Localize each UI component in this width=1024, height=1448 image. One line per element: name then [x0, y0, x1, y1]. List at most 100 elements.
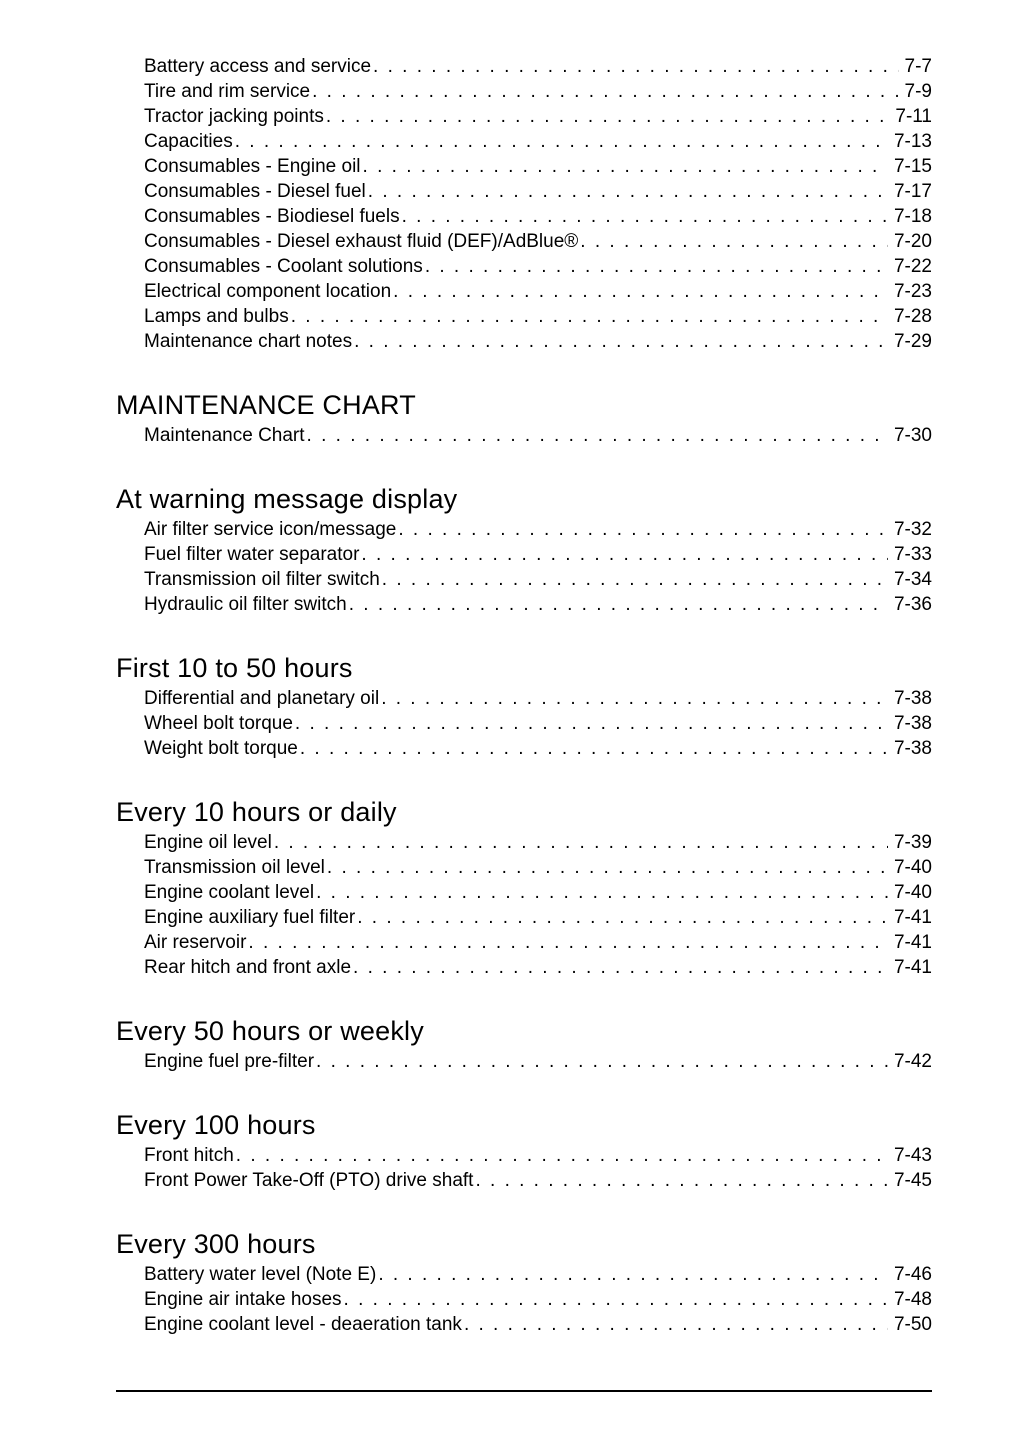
toc-entry: Transmission oil level7-40 [144, 855, 932, 880]
toc-entry: Battery water level (Note E) 7-46 [144, 1262, 932, 1287]
toc-entry-label: Transmission oil filter switch [144, 567, 380, 592]
toc-leader-dots [352, 329, 888, 354]
toc-leader-dots [314, 880, 888, 905]
toc-entry: Fuel filter water separator 7-33 [144, 542, 932, 567]
toc-entry: Consumables - Engine oil 7-15 [144, 154, 932, 179]
toc-entry-page: 7-29 [888, 329, 932, 354]
toc-entry-label: Tire and rim service [144, 79, 310, 104]
section-heading: First 10 to 50 hours [116, 653, 932, 684]
toc-entry-page: 7-13 [888, 129, 932, 154]
toc-leader-dots [355, 905, 888, 930]
section-heading: Every 300 hours [116, 1229, 932, 1260]
toc-leader-dots [462, 1312, 888, 1337]
toc-entry-page: 7-11 [889, 104, 932, 129]
section-heading: Every 100 hours [116, 1110, 932, 1141]
toc-entry-page: 7-38 [888, 736, 932, 761]
toc-entry-label: Engine oil level [144, 830, 272, 855]
toc-entry: Consumables - Diesel fuel7-17 [144, 179, 932, 204]
toc-entry-page: 7-42 [888, 1049, 932, 1074]
toc-leader-dots [473, 1168, 888, 1193]
toc-entry-label: Front hitch [144, 1143, 234, 1168]
toc-entry-label: Engine auxiliary fuel filter [144, 905, 355, 930]
toc-entry-label: Capacities [144, 129, 233, 154]
toc-leader-dots [396, 517, 888, 542]
toc-leader-dots [325, 855, 888, 880]
toc-entry-label: Engine coolant level - deaeration tank [144, 1312, 462, 1337]
section-heading: At warning message display [116, 484, 932, 515]
toc-entry: Tire and rim service 7-9 [144, 79, 932, 104]
toc-entry-page: 7-33 [888, 542, 932, 567]
toc-entry: Engine coolant level7-40 [144, 880, 932, 905]
toc-entry-label: Fuel filter water separator [144, 542, 359, 567]
toc-entry-page: 7-34 [888, 567, 932, 592]
toc-entry-label: Consumables - Biodiesel fuels [144, 204, 400, 229]
toc-entry-page: 7-28 [888, 304, 932, 329]
toc-entry-label: Tractor jacking points [144, 104, 324, 129]
toc-entry-label: Air reservoir [144, 930, 246, 955]
toc-entry-page: 7-9 [899, 79, 932, 104]
toc-entry-label: Consumables - Engine oil [144, 154, 361, 179]
toc-entry-label: Air filter service icon/message [144, 517, 396, 542]
toc-entry: Front hitch7-43 [144, 1143, 932, 1168]
toc-entry-label: Transmission oil level [144, 855, 325, 880]
toc-entry-page: 7-48 [888, 1287, 932, 1312]
toc-leader-dots [359, 542, 888, 567]
toc-entry-label: Weight bolt torque [144, 736, 298, 761]
toc-leader-dots [400, 204, 888, 229]
toc-leader-dots [342, 1287, 888, 1312]
toc-entry-label: Consumables - Diesel exhaust fluid (DEF)… [144, 229, 578, 254]
toc-entry-label: Lamps and bulbs [144, 304, 289, 329]
section-heading: Every 50 hours or weekly [116, 1016, 932, 1047]
toc-entry-label: Differential and planetary oil [144, 686, 379, 711]
section-heading: Every 10 hours or daily [116, 797, 932, 828]
toc-entry-page: 7-41 [888, 905, 932, 930]
toc-leader-dots [289, 304, 888, 329]
toc-entry-page: 7-41 [888, 930, 932, 955]
toc-entry-page: 7-32 [888, 517, 932, 542]
toc-entry: Consumables - Diesel exhaust fluid (DEF)… [144, 229, 932, 254]
toc-entry: Wheel bolt torque7-38 [144, 711, 932, 736]
toc-entry: Hydraulic oil filter switch7-36 [144, 592, 932, 617]
toc-leader-dots [246, 930, 888, 955]
toc-entry: Engine coolant level - deaeration tank7-… [144, 1312, 932, 1337]
toc-entry: Tractor jacking points 7-11 [144, 104, 932, 129]
toc-page: Battery access and service7-7Tire and ri… [0, 0, 1024, 1448]
toc-entry: Consumables - Coolant solutions7-22 [144, 254, 932, 279]
toc-leader-dots [234, 1143, 888, 1168]
toc-entry-page: 7-38 [888, 711, 932, 736]
toc-entry: Engine fuel pre-filter7-42 [144, 1049, 932, 1074]
toc-leader-dots [233, 129, 888, 154]
toc-entry: Transmission oil filter switch 7-34 [144, 567, 932, 592]
toc-entry: Engine auxiliary fuel filter 7-41 [144, 905, 932, 930]
toc-leader-dots [371, 54, 898, 79]
toc-entry-label: Battery access and service [144, 54, 371, 79]
toc-entry-label: Rear hitch and front axle [144, 955, 351, 980]
toc-entry-page: 7-40 [888, 880, 932, 905]
toc-entry-page: 7-46 [888, 1262, 932, 1287]
toc-entry-page: 7-22 [888, 254, 932, 279]
toc-entry-page: 7-15 [888, 154, 932, 179]
toc-leader-dots [351, 955, 888, 980]
toc-entry-page: 7-41 [888, 955, 932, 980]
toc-entry: Electrical component location 7-23 [144, 279, 932, 304]
toc-entry: Air reservoir 7-41 [144, 930, 932, 955]
toc-entry: Engine oil level7-39 [144, 830, 932, 855]
toc-leader-dots [347, 592, 888, 617]
toc-entry-page: 7-23 [888, 279, 932, 304]
toc-leader-dots [314, 1049, 888, 1074]
toc-entry-label: Engine air intake hoses [144, 1287, 342, 1312]
toc-leader-dots [380, 567, 888, 592]
toc-entry-label: Front Power Take-Off (PTO) drive shaft [144, 1168, 473, 1193]
toc-entry-label: Electrical component location [144, 279, 391, 304]
toc-leader-dots [376, 1262, 888, 1287]
toc-entry-label: Hydraulic oil filter switch [144, 592, 347, 617]
toc-entry-page: 7-30 [888, 423, 932, 448]
toc-leader-dots [379, 686, 888, 711]
toc-entry-label: Battery water level (Note E) [144, 1262, 376, 1287]
toc-entry: Maintenance chart notes7-29 [144, 329, 932, 354]
toc-body: Battery access and service7-7Tire and ri… [116, 54, 932, 1337]
toc-entry-page: 7-17 [888, 179, 932, 204]
toc-entry: Weight bolt torque 7-38 [144, 736, 932, 761]
toc-leader-dots [361, 154, 888, 179]
toc-entry: Maintenance Chart7-30 [144, 423, 932, 448]
